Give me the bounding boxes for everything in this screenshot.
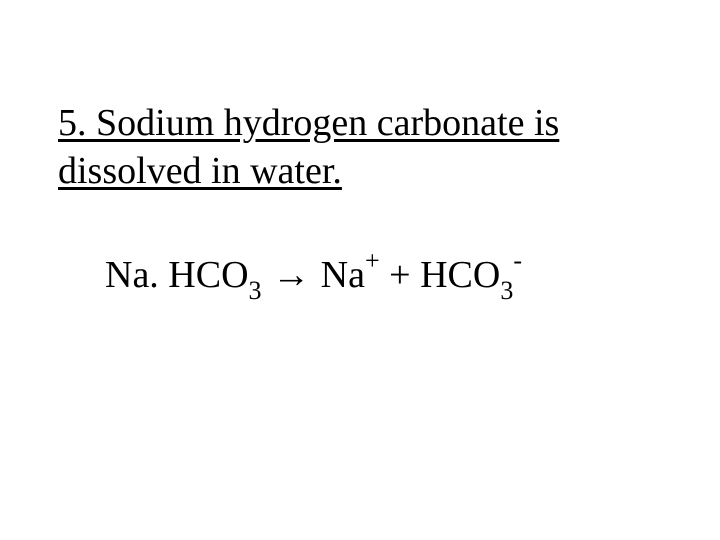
question-line-1: 5. Sodium hydrogen carbonate is xyxy=(58,100,668,148)
reactant-subscript: 3 xyxy=(249,276,262,305)
product2-base: HCO xyxy=(420,254,500,296)
product1-base: Na xyxy=(321,254,365,296)
plus-sign: + xyxy=(380,254,420,296)
equation-block: Na. HCO3 → Na+ + HCO3- xyxy=(105,250,655,302)
product2-superscript: - xyxy=(513,246,522,275)
chemical-equation: Na. HCO3 → Na+ + HCO3- xyxy=(105,254,522,296)
question-block: 5. Sodium hydrogen carbonate is dissolve… xyxy=(58,100,668,195)
reactant-base: Na. HCO xyxy=(105,254,249,296)
arrow-icon: → xyxy=(262,254,321,296)
product1-superscript: + xyxy=(365,246,380,275)
question-line-2: dissolved in water. xyxy=(58,148,668,196)
product2-subscript: 3 xyxy=(500,276,513,305)
